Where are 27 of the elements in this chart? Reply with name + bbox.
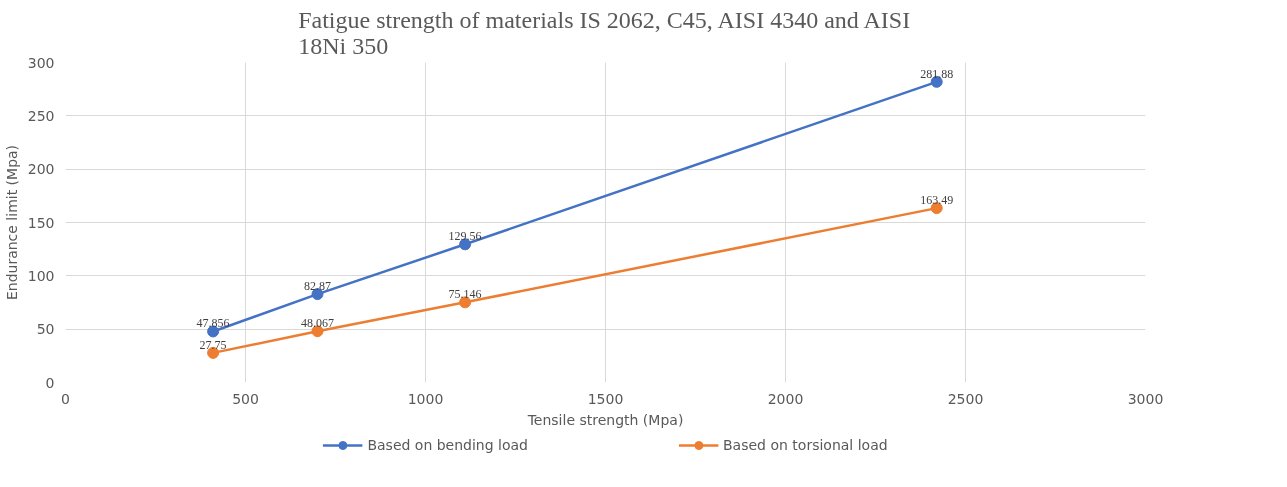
- data-label: 47.856: [196, 316, 230, 331]
- y-axis-title: Endurance limit (Mpa): [3, 144, 20, 301]
- legend-label: Based on bending load: [367, 437, 529, 453]
- data-label: 129.56: [448, 229, 482, 244]
- data-label: 75.146: [448, 287, 482, 302]
- data-label: 82.87: [304, 279, 331, 294]
- chart-title: Fatigue strength of materials IS 2062, C45, AISI 4340 and AISI 18Ni 350: [298, 6, 911, 59]
- y-tick-label: 100: [27, 267, 55, 284]
- x-tick-label: 2000: [767, 390, 804, 407]
- data-label: 281.88: [920, 66, 954, 81]
- legend-label: Based on torsional load: [723, 437, 888, 453]
- data-label: 163.49: [920, 193, 954, 208]
- data-label: 27.75: [199, 337, 227, 352]
- y-tick-label: 200: [27, 161, 55, 178]
- x-tick-label: 1500: [587, 390, 624, 407]
- x-tick-label: 2500: [947, 390, 984, 407]
- x-tick-label: 0: [61, 390, 70, 407]
- data-label: 48.067: [301, 316, 334, 331]
- y-tick-label: 150: [27, 214, 55, 231]
- y-tick-label: 0: [45, 374, 55, 391]
- x-tick-label: 3000: [1127, 390, 1164, 407]
- x-tick-label: 1000: [407, 390, 444, 407]
- y-tick-label: 50: [36, 321, 55, 338]
- y-tick-label: 250: [27, 107, 55, 124]
- x-axis-title: Tensile strength (Mpa): [526, 411, 684, 428]
- x-tick-label: 500: [232, 390, 259, 407]
- y-tick-label: 300: [27, 54, 55, 71]
